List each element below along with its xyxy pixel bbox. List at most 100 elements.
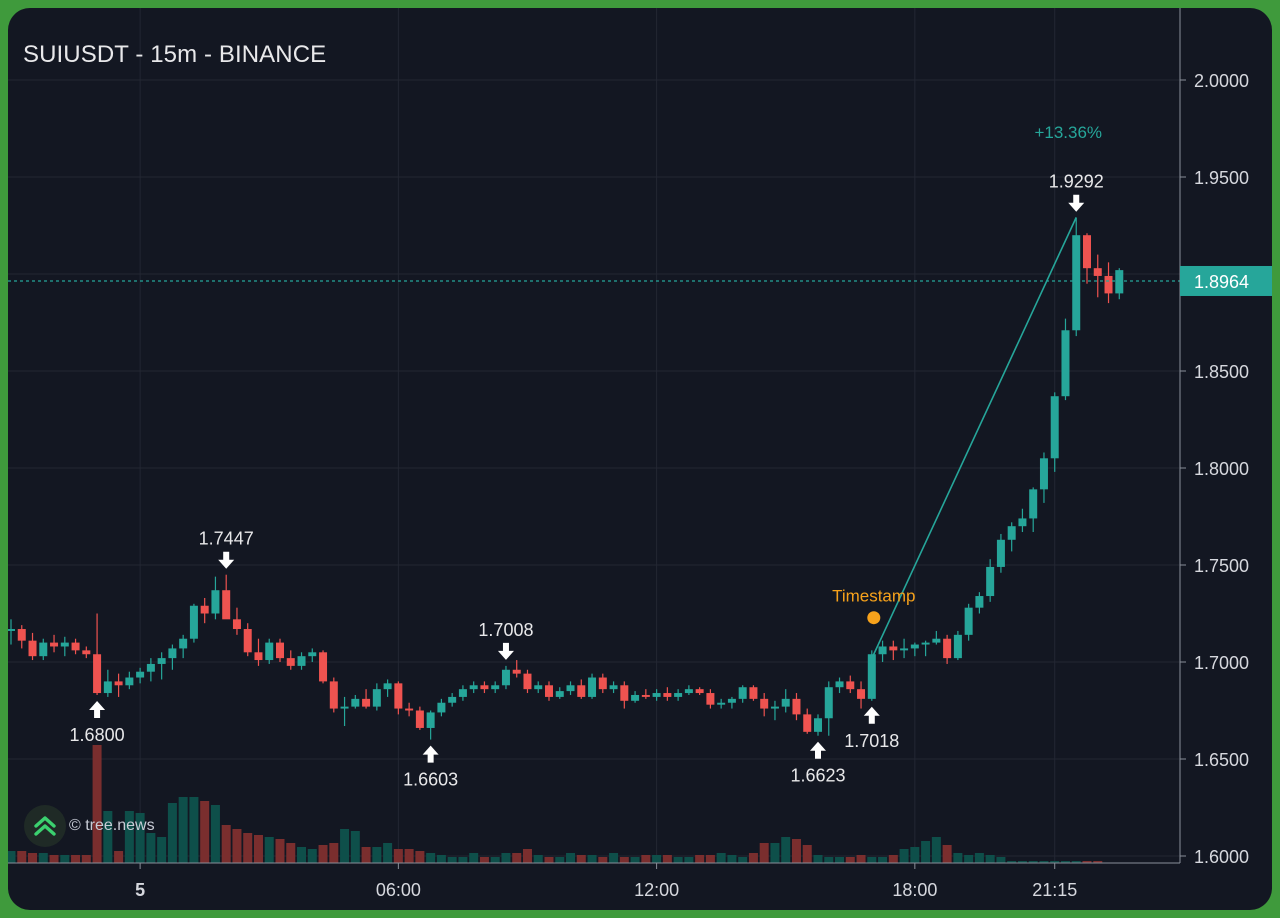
price-tick-label: 1.7000 bbox=[1194, 653, 1249, 673]
candle-body bbox=[975, 596, 984, 608]
candle-body bbox=[555, 691, 564, 697]
volume-bar bbox=[114, 851, 124, 863]
candlestick-chart[interactable]: 1.6800 1.7447 1.6603 1.7008 1.6623 1.7018 1.92… bbox=[8, 8, 1272, 910]
current-price-badge bbox=[1180, 265, 1272, 296]
volume-bar bbox=[781, 837, 791, 863]
candle-body bbox=[8, 629, 15, 631]
candle-body bbox=[512, 669, 521, 674]
volume-bar bbox=[673, 857, 683, 863]
candle-body bbox=[222, 590, 231, 620]
candle-body bbox=[964, 607, 973, 635]
volume-bar bbox=[985, 855, 995, 863]
volume-bar bbox=[436, 855, 446, 863]
candle-body bbox=[200, 605, 209, 614]
candle-body bbox=[803, 714, 812, 732]
candle-body bbox=[480, 685, 489, 690]
volume-bar bbox=[232, 829, 242, 863]
arrow-down-icon bbox=[218, 551, 235, 569]
volume-bar bbox=[974, 853, 984, 863]
volume-bar bbox=[200, 801, 210, 863]
volume-bar bbox=[393, 849, 403, 863]
volume-bar bbox=[705, 855, 715, 863]
volume-bar bbox=[146, 833, 156, 863]
watermark: © tree.news bbox=[24, 805, 155, 847]
candle-body bbox=[426, 712, 435, 728]
candle-body bbox=[297, 656, 306, 666]
volume-bar bbox=[286, 843, 296, 863]
swing-low-label: 1.6603 bbox=[403, 770, 458, 790]
volume-bar bbox=[253, 835, 263, 863]
candle-body bbox=[1039, 458, 1048, 490]
volume-bar bbox=[748, 853, 758, 863]
candle-body bbox=[566, 685, 575, 692]
candle-body bbox=[1007, 526, 1016, 540]
candle-body bbox=[39, 642, 48, 657]
measure-line bbox=[871, 217, 1077, 659]
volume-bar bbox=[318, 845, 328, 863]
volume-bar bbox=[738, 857, 748, 863]
volume-bar bbox=[867, 857, 877, 863]
candle-body bbox=[1104, 275, 1113, 294]
candle-body bbox=[857, 689, 866, 699]
candle-body bbox=[641, 694, 650, 697]
chart-title: SUIUSDT - 15m - BINANCE bbox=[23, 41, 327, 68]
candle-body bbox=[814, 718, 822, 732]
candle-body bbox=[835, 681, 844, 688]
volume-bar bbox=[8, 851, 16, 863]
candle-body bbox=[1018, 518, 1027, 527]
volume-bar bbox=[522, 849, 532, 863]
candle-body bbox=[103, 681, 112, 694]
volume-bar bbox=[888, 855, 898, 863]
volume-bar bbox=[996, 857, 1006, 863]
volume-bar bbox=[426, 853, 436, 863]
candle-body bbox=[136, 671, 145, 678]
candle-body bbox=[276, 642, 284, 659]
volume-bar bbox=[447, 857, 457, 863]
volume-bar bbox=[1071, 861, 1081, 863]
candle-body bbox=[1072, 235, 1081, 331]
candle-body bbox=[125, 677, 134, 686]
tree-news-logo-icon bbox=[24, 805, 66, 847]
candle-body bbox=[308, 652, 317, 657]
volume-bar bbox=[566, 853, 576, 863]
volume-bar bbox=[921, 841, 931, 863]
price-tick-label: 1.8000 bbox=[1194, 459, 1249, 479]
volume-bar bbox=[372, 847, 382, 863]
candle-body bbox=[372, 689, 381, 707]
candle-body bbox=[491, 685, 500, 690]
candle-body bbox=[340, 706, 349, 709]
arrow-down-icon bbox=[1068, 194, 1085, 212]
volume-bar bbox=[350, 831, 360, 863]
time-tick-label: 06:00 bbox=[376, 880, 421, 900]
volume-bar bbox=[856, 855, 866, 863]
volume-bar bbox=[275, 839, 285, 863]
arrow-up-icon bbox=[422, 745, 439, 763]
change-percent-label: +13.36% bbox=[1034, 123, 1102, 142]
candle-body bbox=[620, 685, 629, 701]
candle-body bbox=[93, 654, 102, 694]
volume-bar bbox=[802, 845, 812, 863]
volume-bar bbox=[878, 857, 888, 863]
candle-body bbox=[1083, 235, 1091, 269]
candle-body bbox=[437, 702, 446, 713]
candle-body bbox=[986, 566, 995, 597]
candle-body bbox=[17, 629, 26, 641]
volume-bar bbox=[652, 855, 662, 863]
candle-body bbox=[243, 629, 252, 653]
volume-bar bbox=[1017, 861, 1027, 863]
candle-body bbox=[501, 669, 510, 686]
swing-low-label: 1.7018 bbox=[844, 731, 899, 751]
candle-body bbox=[824, 687, 833, 719]
arrow-up-icon bbox=[89, 700, 106, 718]
candle-body bbox=[684, 689, 693, 694]
candle-body bbox=[60, 642, 69, 647]
volume-bar bbox=[92, 745, 102, 863]
volume-bar bbox=[824, 857, 834, 863]
volume-bar bbox=[404, 849, 414, 863]
candle-body bbox=[792, 698, 801, 715]
volume-bar bbox=[942, 845, 952, 863]
volume-bar bbox=[813, 855, 823, 863]
volume-bar bbox=[727, 855, 737, 863]
candle-body bbox=[727, 698, 736, 703]
candle-body bbox=[232, 619, 241, 630]
